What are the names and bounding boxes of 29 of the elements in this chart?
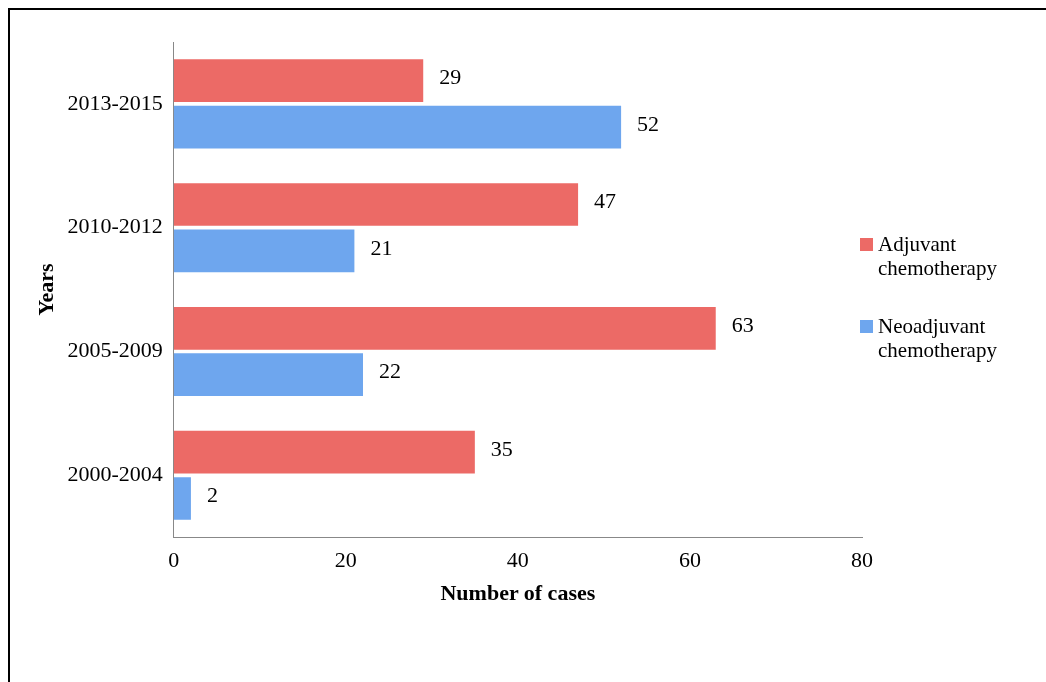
data-label: 21 — [370, 234, 393, 260]
x-tick-label: 0 — [168, 547, 180, 573]
legend-label: Adjuvant chemotherapy — [878, 232, 998, 280]
y-axis-title: Years — [32, 262, 58, 316]
bar — [173, 430, 475, 474]
y-tick-label: 2005-2009 — [67, 337, 163, 363]
data-label: 35 — [490, 435, 513, 461]
data-label: 29 — [439, 64, 462, 90]
bar — [173, 353, 363, 397]
legend-label: Neoadjuvant chemotherapy — [878, 314, 998, 362]
x-tick-label: 20 — [334, 547, 357, 573]
y-tick-label: 2010-2012 — [67, 213, 163, 239]
y-tick-label: 2013-2015 — [67, 89, 163, 115]
data-label: 52 — [637, 110, 660, 136]
data-label: 63 — [731, 312, 754, 338]
x-tick-label: 80 — [851, 547, 873, 573]
data-label: 2 — [206, 482, 218, 508]
bar — [173, 477, 191, 520]
data-label: 22 — [379, 358, 401, 384]
x-axis-title: Number of cases — [440, 580, 596, 606]
bar — [173, 59, 424, 103]
x-tick-label: 40 — [506, 547, 529, 573]
y-tick-label: 2000-2004 — [67, 461, 163, 487]
bar — [173, 183, 579, 226]
bar — [173, 105, 622, 149]
data-label: 47 — [594, 188, 617, 214]
bar — [173, 306, 716, 350]
x-tick-label: 60 — [678, 547, 701, 573]
bar — [173, 229, 355, 273]
